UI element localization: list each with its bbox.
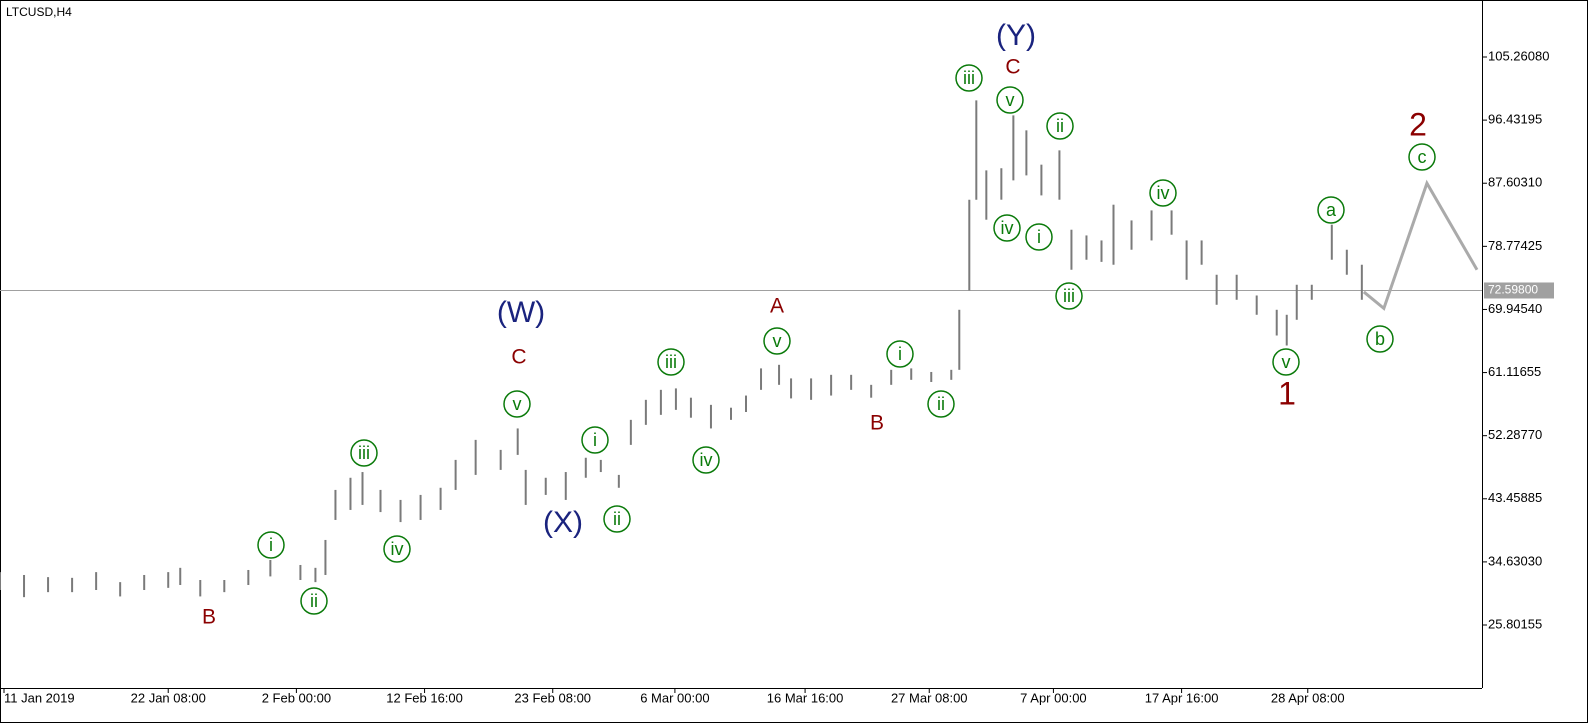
x-tick-label: 27 Mar 08:00 <box>891 690 968 705</box>
wave-circle <box>996 86 1024 114</box>
wave-circle <box>603 505 631 533</box>
wave-circle <box>927 390 955 418</box>
wave-circle <box>300 587 328 615</box>
x-tick-label: 22 Jan 08:00 <box>131 690 206 705</box>
x-tick-label: 23 Feb 08:00 <box>514 690 591 705</box>
y-tick-label: 34.63030 <box>1488 553 1542 568</box>
wave-label: b <box>1375 329 1385 349</box>
y-tick-label: 78.77425 <box>1488 238 1542 253</box>
wave-circle <box>383 535 411 563</box>
forecast-line <box>1362 179 1479 311</box>
wave-label: v <box>773 331 782 351</box>
wave-label: (X) <box>543 506 583 539</box>
wave-label: i <box>898 344 902 364</box>
wave-label: i <box>1037 227 1041 247</box>
wave-circle <box>955 64 983 92</box>
y-tick-label: 96.43195 <box>1488 112 1542 127</box>
current-price-label: 72.59800 <box>1488 283 1538 297</box>
wave-label: 1 <box>1278 375 1296 411</box>
x-tick-label: 28 Apr 08:00 <box>1271 690 1345 705</box>
wave-label: a <box>1326 200 1337 220</box>
wave-label: iii <box>358 443 370 463</box>
wave-label: v <box>1282 352 1291 372</box>
y-tick-label: 69.94540 <box>1488 301 1542 316</box>
wave-circle <box>1317 196 1345 224</box>
wave-label: A <box>770 295 784 318</box>
y-tick-label: 61.11655 <box>1488 364 1541 379</box>
wave-label: ii <box>1056 116 1064 136</box>
symbol-title: LTCUSD,H4 <box>6 5 72 19</box>
wave-label: iii <box>665 352 677 372</box>
y-tick-label: 52.28770 <box>1488 427 1542 442</box>
wave-label: iv <box>700 450 713 470</box>
wave-circle <box>581 426 609 454</box>
wave-label: (W) <box>497 296 545 329</box>
wave-circle <box>692 446 720 474</box>
wave-label: iv <box>391 539 404 559</box>
wave-circle <box>257 531 285 559</box>
wave-circle <box>1055 282 1083 310</box>
wave-label: v <box>1006 90 1015 110</box>
wave-label: i <box>593 430 597 450</box>
wave-label: C <box>511 346 526 369</box>
wave-label: iv <box>1157 183 1170 203</box>
x-tick-label: 17 Apr 16:00 <box>1145 690 1219 705</box>
x-tick-label: 11 Jan 2019 <box>4 690 75 705</box>
wave-label: ii <box>937 394 945 414</box>
y-tick-label: 105.26080 <box>1488 48 1549 63</box>
wave-label: C <box>1005 56 1020 79</box>
wave-circle <box>1046 112 1074 140</box>
wave-circle <box>1366 325 1394 353</box>
wave-circle <box>886 340 914 368</box>
wave-circle <box>763 327 791 355</box>
wave-label: 2 <box>1409 106 1427 142</box>
wave-circle <box>1408 143 1436 171</box>
wave-circle <box>993 214 1021 242</box>
wave-circle <box>1149 179 1177 207</box>
wave-label: B <box>202 606 216 629</box>
wave-circle <box>503 390 531 418</box>
wave-circle <box>350 439 378 467</box>
x-tick-label: 7 Apr 00:00 <box>1020 690 1087 705</box>
wave-label: i <box>269 535 273 555</box>
wave-label: ii <box>310 591 318 611</box>
wave-label: iv <box>1001 218 1014 238</box>
wave-label: (Y) <box>996 19 1036 52</box>
wave-label: v <box>513 394 522 414</box>
wave-label: iii <box>963 68 975 88</box>
wave-label: iii <box>1063 286 1075 306</box>
y-tick-label: 43.45885 <box>1488 490 1542 505</box>
wave-label: ii <box>613 509 621 529</box>
wave-label: c <box>1418 147 1427 167</box>
x-tick-label: 16 Mar 16:00 <box>767 690 844 705</box>
y-tick-label: 87.60310 <box>1488 175 1542 190</box>
x-tick-label: 12 Feb 16:00 <box>386 690 463 705</box>
wave-label: B <box>870 412 884 435</box>
x-tick-label: 2 Feb 00:00 <box>262 690 331 705</box>
x-tick-label: 6 Mar 00:00 <box>640 690 709 705</box>
wave-circle <box>1272 348 1300 376</box>
wave-circle <box>1025 223 1053 251</box>
current-price-box <box>1484 282 1554 299</box>
y-tick-label: 25.80155 <box>1488 616 1542 631</box>
wave-circle <box>657 348 685 376</box>
